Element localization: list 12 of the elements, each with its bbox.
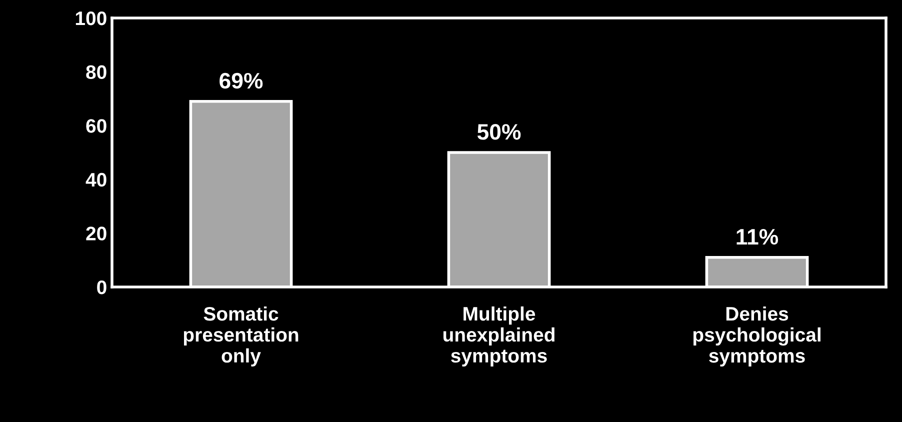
y-tick-label: 0 [97,280,106,294]
x-tick-label: Somatic presentation only [184,306,298,366]
x-tick-label: Multiple unexplained symptoms [443,306,554,366]
x-tick-label: Denies psychological symptoms [693,306,820,367]
data-label: 50% [477,124,521,140]
data-label: 69% [220,72,263,89]
y-tick-label: 60 [86,119,106,133]
y-tick-label: 100 [76,11,106,26]
data-label: 11% [736,229,778,245]
y-tick-label: 20 [86,226,106,240]
y-tick-label: 40 [86,172,106,187]
y-tick-label: 80 [86,65,106,80]
